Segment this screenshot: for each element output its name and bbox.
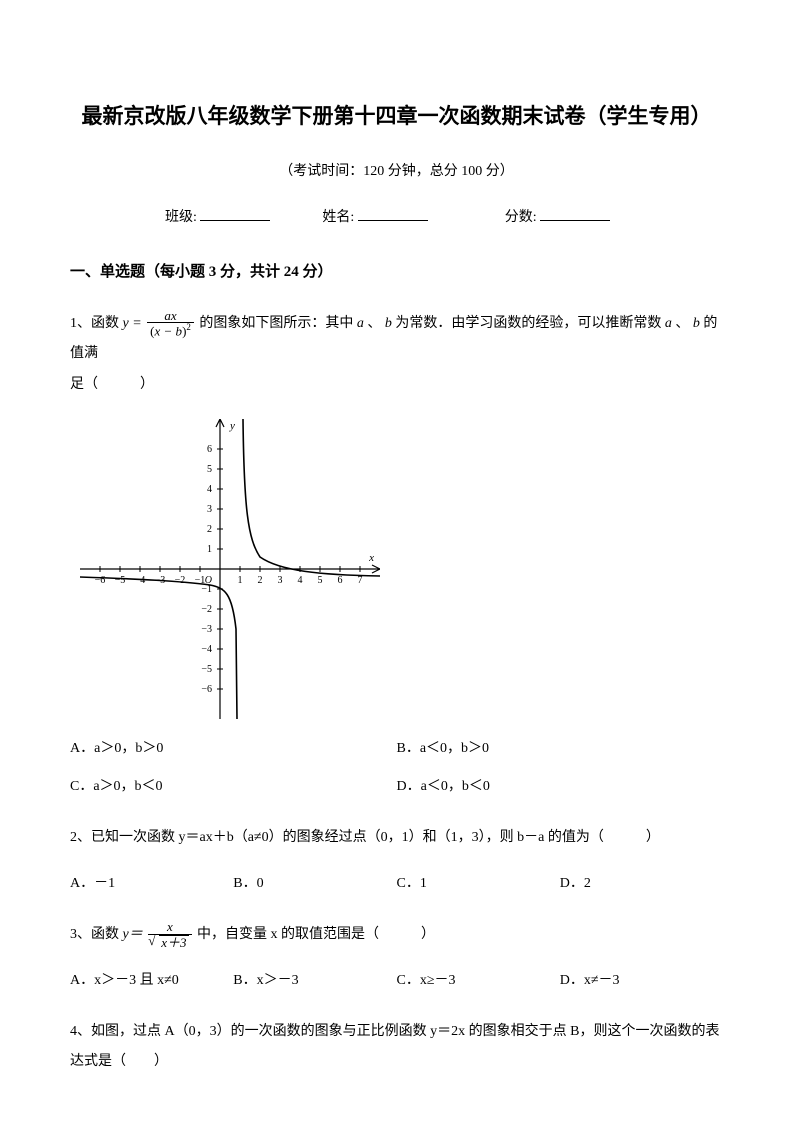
q1-optC[interactable]: C．a＞0，b＜0 <box>70 775 397 795</box>
q3-optB[interactable]: B．x＞－3 <box>233 969 396 989</box>
q1-sep1: 、 <box>367 316 385 331</box>
svg-text:−6: −6 <box>95 575 106 586</box>
q1-optA[interactable]: A．a＞0，b＞0 <box>70 737 397 757</box>
name-blank[interactable] <box>358 206 428 221</box>
q1-frac-num: ax <box>147 309 194 323</box>
q2-options: A．－1 B．0 C．1 D．2 <box>70 872 723 892</box>
student-info-row: 班级: 姓名: 分数: <box>70 206 723 226</box>
q1-frac-den: (x − b)2 <box>147 322 194 338</box>
q3-fraction: x x＋3 <box>148 920 191 949</box>
svg-text:−6: −6 <box>201 684 212 695</box>
q1-optB[interactable]: B．a＜0，b＞0 <box>397 737 724 757</box>
class-label: 班级: <box>165 210 197 225</box>
svg-text:1: 1 <box>207 544 212 555</box>
q3-radicand: x＋3 <box>159 935 188 950</box>
q3-y-eq: y＝ <box>123 927 143 942</box>
q1-tail2: 为常数．由学习函数的经验，可以推断常数 <box>395 316 661 331</box>
q1-options-row1: A．a＞0，b＞0 B．a＜0，b＞0 <box>70 737 723 757</box>
q3-lead: 3、函数 <box>70 927 123 942</box>
svg-text:2: 2 <box>207 524 212 535</box>
svg-text:3: 3 <box>278 575 283 586</box>
svg-text:−2: −2 <box>175 575 186 586</box>
q1-graph: −6−5−4−3−2−11234567−6−5−4−3−2−1123456Oxy <box>80 419 723 719</box>
svg-text:−4: −4 <box>135 575 146 586</box>
q1-b2: b <box>693 316 700 331</box>
q3-sqrt: x＋3 <box>151 935 188 950</box>
q3-frac-den: x＋3 <box>148 934 191 950</box>
svg-text:−3: −3 <box>201 624 212 635</box>
svg-text:x: x <box>368 552 374 564</box>
q3-optA[interactable]: A．x＞－3 且 x≠0 <box>70 969 233 989</box>
q1-sep2: 、 <box>675 316 693 331</box>
svg-text:−2: −2 <box>201 604 212 615</box>
q3-optC[interactable]: C．x≥－3 <box>397 969 560 989</box>
svg-text:4: 4 <box>207 484 212 495</box>
q3-options: A．x＞－3 且 x≠0 B．x＞－3 C．x≥－3 D．x≠－3 <box>70 969 723 989</box>
svg-text:7: 7 <box>358 575 363 586</box>
q1-tail1: 的图象如下图所示：其中 <box>199 316 353 331</box>
svg-text:−4: −4 <box>201 644 212 655</box>
q1-optD[interactable]: D．a＜0，b＜0 <box>397 775 724 795</box>
q2-optA[interactable]: A．－1 <box>70 872 233 892</box>
score-blank[interactable] <box>540 206 610 221</box>
q1-a: a <box>357 316 364 331</box>
svg-text:4: 4 <box>298 575 303 586</box>
class-blank[interactable] <box>200 206 270 221</box>
svg-text:5: 5 <box>207 464 212 475</box>
q1-b: b <box>385 316 392 331</box>
q3-tail: 中，自变量 x 的取值范围是（ ） <box>197 927 435 942</box>
svg-text:−5: −5 <box>201 664 212 675</box>
svg-text:5: 5 <box>318 575 323 586</box>
q1-a2: a <box>665 316 672 331</box>
svg-text:2: 2 <box>258 575 263 586</box>
q2-optB[interactable]: B．0 <box>233 872 396 892</box>
section-1-heading: 一、单选题（每小题 3 分，共计 24 分） <box>70 260 723 281</box>
page-title: 最新京改版八年级数学下册第十四章一次函数期末试卷（学生专用） <box>70 100 723 134</box>
q2-optD[interactable]: D．2 <box>560 872 723 892</box>
name-label: 姓名: <box>322 210 354 225</box>
svg-text:1: 1 <box>238 575 243 586</box>
q1-y-eq: y = <box>123 316 142 331</box>
q1-options-row2: C．a＞0，b＜0 D．a＜0，b＜0 <box>70 775 723 795</box>
q1-fraction: ax (x − b)2 <box>147 309 194 339</box>
q4-text: 4、如图，过点 A（0，3）的一次函数的图象与正比例函数 y＝2x 的图象相交于… <box>70 1017 723 1079</box>
svg-text:6: 6 <box>338 575 343 586</box>
q1-den-exp: 2 <box>186 322 191 332</box>
q1-text: 1、函数 y = ax (x − b)2 的图象如下图所示：其中 a 、 b 为… <box>70 309 723 401</box>
exam-meta: （考试时间：120 分钟，总分 100 分） <box>70 160 723 180</box>
svg-text:6: 6 <box>207 444 212 455</box>
q3-text: 3、函数 y＝ x x＋3 中，自变量 x 的取值范围是（ ） <box>70 920 723 951</box>
q3-optD[interactable]: D．x≠－3 <box>560 969 723 989</box>
q1-line2: 足（ ） <box>70 377 154 392</box>
q1-lead: 1、函数 <box>70 316 119 331</box>
svg-text:−5: −5 <box>115 575 126 586</box>
svg-text:3: 3 <box>207 504 212 515</box>
q2-text: 2、已知一次函数 y＝ax＋b（a≠0）的图象经过点（0，1）和（1，3），则 … <box>70 823 723 854</box>
q2-optC[interactable]: C．1 <box>397 872 560 892</box>
q1-den-var: x − b <box>155 324 183 339</box>
svg-text:y: y <box>229 420 235 432</box>
q3-frac-num: x <box>148 920 191 934</box>
score-label: 分数: <box>505 210 537 225</box>
